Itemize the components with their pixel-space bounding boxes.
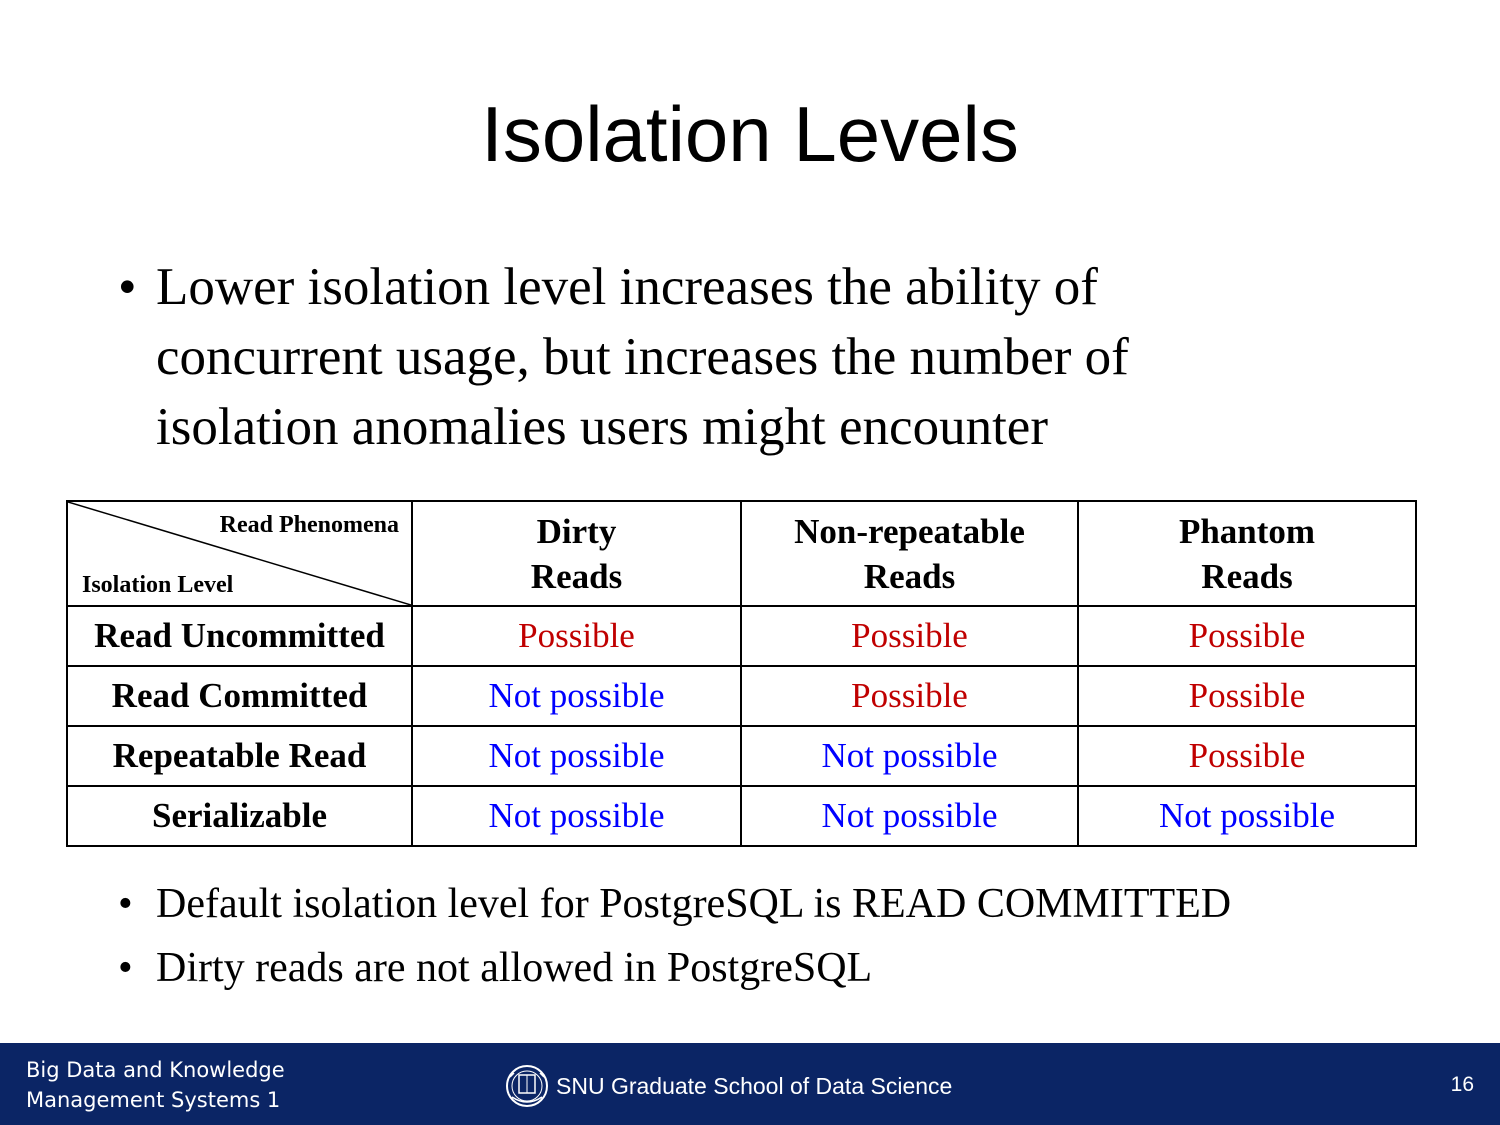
column-header-dirty-reads: Dirty Reads bbox=[411, 500, 742, 607]
table-cell: Possible bbox=[740, 665, 1079, 727]
course-name: Big Data and Knowledge Management System… bbox=[26, 1055, 285, 1115]
column-header-line2: Reads bbox=[530, 556, 623, 596]
slide-footer: Big Data and Knowledge Management System… bbox=[0, 1043, 1500, 1125]
list-item: • Dirty reads are not allowed in Postgre… bbox=[118, 936, 1418, 1000]
table-cell: Not possible bbox=[411, 725, 742, 787]
column-header-phantom-reads: Phantom Reads bbox=[1077, 500, 1417, 607]
main-bullet-text: Lower isolation level increases the abil… bbox=[156, 258, 1129, 456]
table-header-row: Read Phenomena Isolation Level Dirty Rea… bbox=[66, 500, 1417, 607]
sub-bullet-text: Default isolation level for PostgreSQL i… bbox=[156, 881, 1232, 927]
table-cell: Not possible bbox=[1077, 785, 1417, 847]
table-cell: Possible bbox=[411, 605, 742, 667]
table-row: Serializable Not possible Not possible N… bbox=[66, 785, 1417, 847]
row-label: Read Uncommitted bbox=[66, 605, 413, 667]
row-label: Read Committed bbox=[66, 665, 413, 727]
column-header-line1: Non-repeatable bbox=[794, 511, 1025, 551]
table-cell: Not possible bbox=[411, 785, 742, 847]
table-row: Repeatable Read Not possible Not possibl… bbox=[66, 725, 1417, 787]
table-cell: Possible bbox=[1077, 725, 1417, 787]
list-item: • Default isolation level for PostgreSQL… bbox=[118, 872, 1418, 936]
isolation-level-label: Isolation Level bbox=[82, 572, 234, 598]
bullet-icon: • bbox=[118, 258, 137, 316]
table-cell: Not possible bbox=[740, 725, 1079, 787]
row-label: Serializable bbox=[66, 785, 413, 847]
column-header-non-repeatable-reads: Non-repeatable Reads bbox=[740, 500, 1079, 607]
table-cell: Not possible bbox=[740, 785, 1079, 847]
table-cell: Possible bbox=[1077, 605, 1417, 667]
page-number: 16 bbox=[1450, 1073, 1474, 1096]
diagonal-divider bbox=[68, 502, 411, 605]
row-label: Repeatable Read bbox=[66, 725, 413, 787]
school-brand: SNU Graduate School of Data Science bbox=[502, 1063, 952, 1109]
table-row: Read Uncommitted Possible Possible Possi… bbox=[66, 605, 1417, 667]
read-phenomena-label: Read Phenomena bbox=[219, 512, 399, 538]
course-name-line1: Big Data and Knowledge bbox=[26, 1058, 285, 1082]
bullet-icon: • bbox=[118, 881, 133, 927]
corner-header-cell: Read Phenomena Isolation Level bbox=[66, 500, 413, 607]
isolation-level-table: Read Phenomena Isolation Level Dirty Rea… bbox=[66, 500, 1417, 847]
sub-bullet-list: • Default isolation level for PostgreSQL… bbox=[118, 872, 1418, 1000]
column-header-line2: Reads bbox=[1201, 556, 1293, 596]
column-header-line1: Dirty bbox=[536, 511, 617, 551]
course-name-line2: Management Systems 1 bbox=[26, 1088, 281, 1112]
school-name: SNU Graduate School of Data Science bbox=[556, 1072, 953, 1099]
sub-bullet-text: Dirty reads are not allowed in PostgreSQ… bbox=[156, 945, 873, 991]
slide-title: Isolation Levels bbox=[481, 90, 1019, 178]
bullet-icon: • bbox=[118, 945, 133, 991]
column-header-line1: Phantom bbox=[1178, 511, 1316, 551]
table-row: Read Committed Not possible Possible Pos… bbox=[66, 665, 1417, 727]
table-cell: Not possible bbox=[411, 665, 742, 727]
snu-emblem-icon bbox=[506, 1065, 548, 1107]
table-cell: Possible bbox=[1077, 665, 1417, 727]
table-cell: Possible bbox=[740, 605, 1079, 667]
column-header-line2: Reads bbox=[863, 556, 956, 596]
